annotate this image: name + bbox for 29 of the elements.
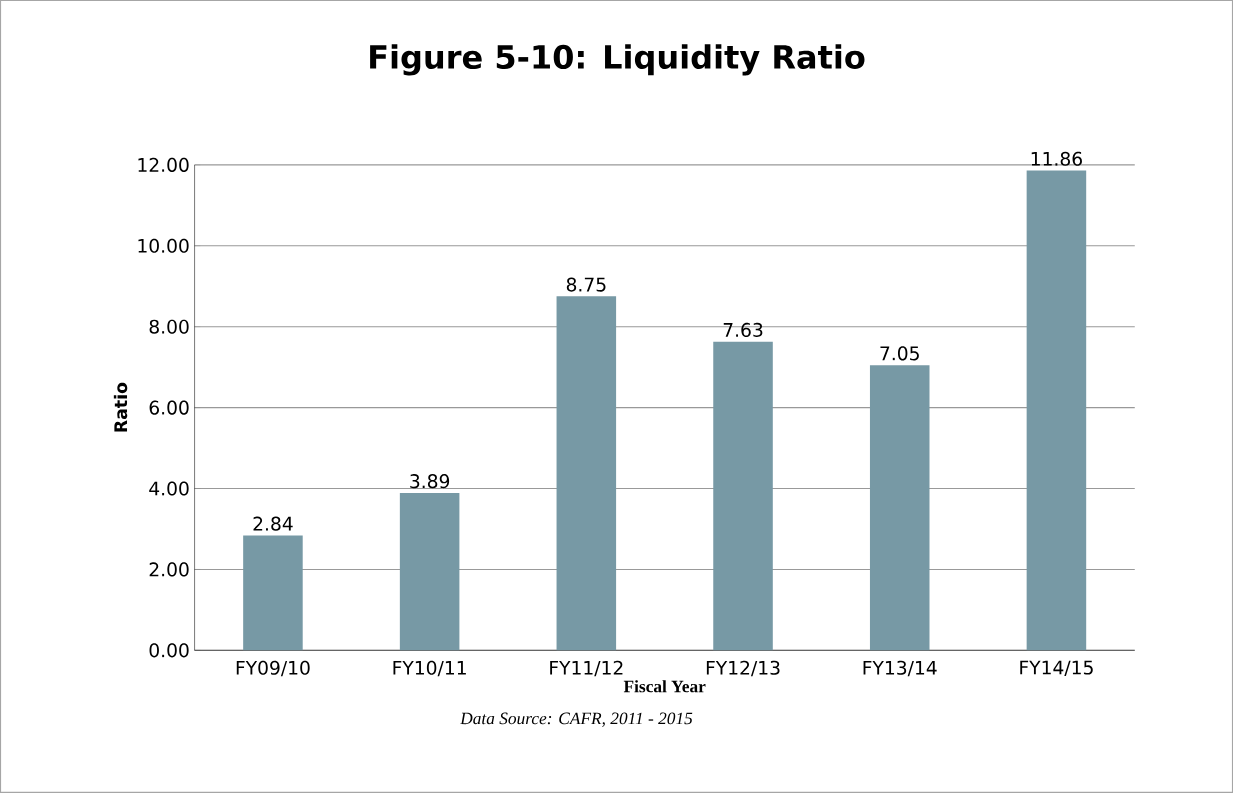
x-tick-label: FY12/13 [706, 660, 780, 677]
chart-title: Figure 5-10: Liquidity Ratio [370, 44, 865, 76]
y-tick-label: 0.00 [149, 643, 189, 658]
bar [243, 535, 303, 651]
y-tick-label: 10.00 [138, 238, 189, 253]
bar [869, 365, 930, 651]
data-label: 2.84 [253, 516, 293, 531]
y-tick-label: 4.00 [149, 481, 189, 496]
bar [556, 296, 617, 651]
x-axis-title: Fiscal Year [623, 680, 706, 693]
data-label: 7.05 [880, 346, 919, 361]
source-note: Data Source: CAFR, 2011 - 2015 [460, 712, 693, 727]
bar [713, 341, 773, 651]
bar [1026, 170, 1087, 651]
x-tick-label: FY10/11 [393, 660, 466, 677]
y-tick-label: 6.00 [149, 400, 189, 415]
data-label: 3.89 [410, 474, 450, 489]
bar [399, 493, 460, 651]
y-tick-label: 12.00 [138, 157, 189, 173]
x-tick-label: FY11/12 [550, 660, 623, 677]
y-axis-title: Ratio [113, 382, 128, 432]
data-label: 11.86 [1031, 151, 1082, 166]
data-label: 7.63 [723, 322, 763, 338]
x-tick-label: FY13/14 [863, 660, 937, 677]
y-tick-label: 8.00 [149, 319, 189, 334]
x-tick-label: FY14/15 [1020, 660, 1093, 677]
y-tick-label: 2.00 [149, 562, 189, 577]
x-tick-label: FY09/10 [236, 660, 310, 677]
data-label: 8.75 [566, 277, 606, 292]
